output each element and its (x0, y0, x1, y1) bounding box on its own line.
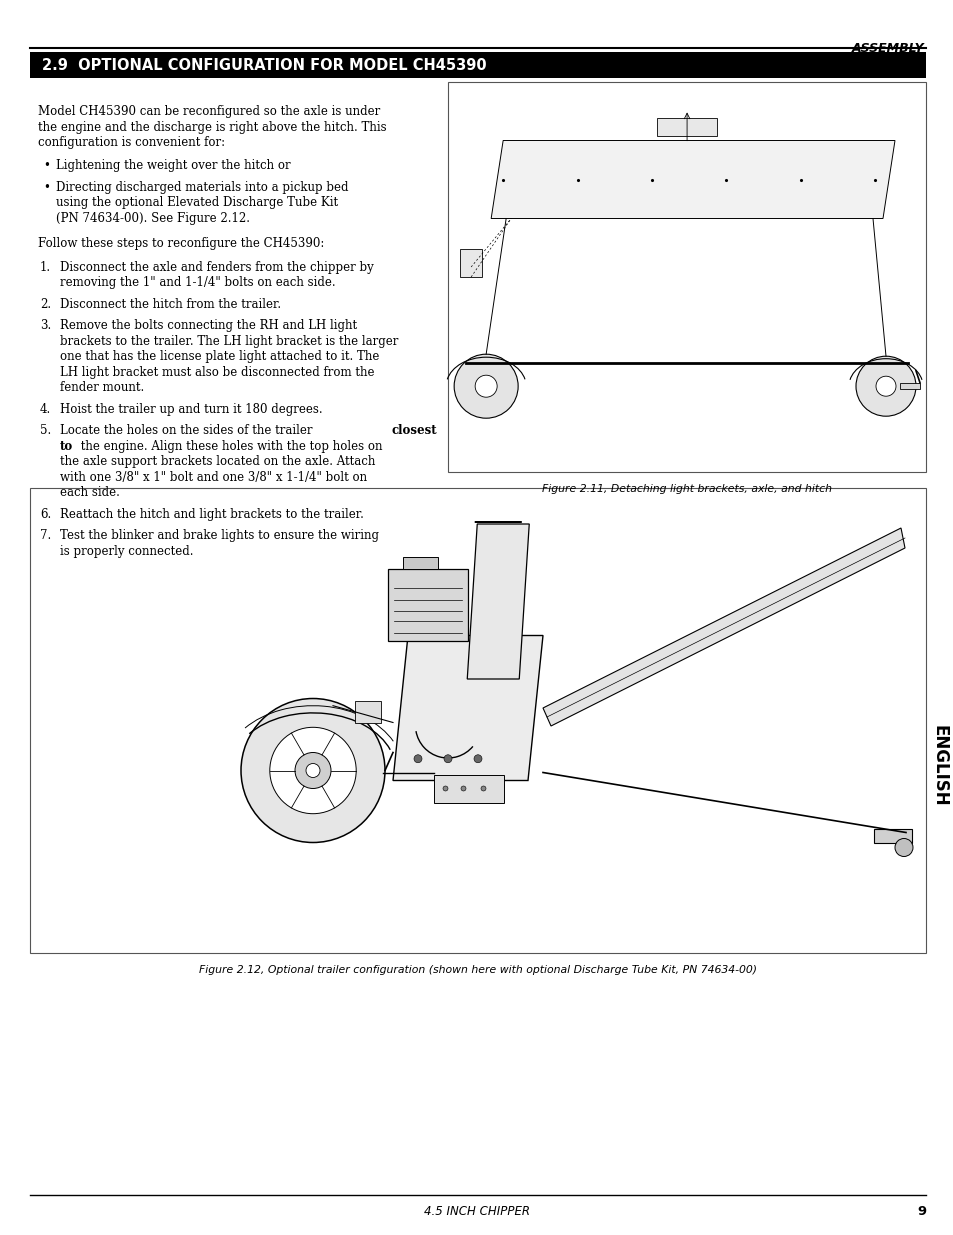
Circle shape (474, 755, 481, 763)
Text: Reattach the hitch and light brackets to the trailer.: Reattach the hitch and light brackets to… (60, 508, 363, 521)
Text: 4.5 INCH CHIPPER: 4.5 INCH CHIPPER (423, 1205, 530, 1218)
Bar (448, 82, 925, 472)
Text: LH light bracket must also be disconnected from the: LH light bracket must also be disconnect… (60, 366, 375, 379)
Circle shape (454, 354, 517, 419)
Text: ASSEMBLY: ASSEMBLY (850, 42, 923, 56)
Polygon shape (355, 700, 380, 722)
Text: Lightening the weight over the hitch or: Lightening the weight over the hitch or (56, 159, 291, 173)
Bar (433, 774, 503, 803)
Circle shape (270, 727, 355, 814)
Polygon shape (542, 529, 904, 726)
Text: one that has the license plate light attached to it. The: one that has the license plate light att… (60, 351, 379, 363)
Circle shape (460, 785, 465, 790)
Text: Figure 2.11, Detaching light brackets, axle, and hitch: Figure 2.11, Detaching light brackets, a… (541, 484, 831, 494)
Text: brackets to the trailer. The LH light bracket is the larger: brackets to the trailer. The LH light br… (60, 335, 398, 348)
Text: 6.: 6. (40, 508, 51, 521)
Bar (873, 829, 911, 842)
Text: 5.: 5. (40, 425, 51, 437)
Text: •: • (43, 159, 50, 173)
Text: Remove the bolts connecting the RH and LH light: Remove the bolts connecting the RH and L… (60, 320, 356, 332)
Polygon shape (393, 636, 542, 781)
Text: to: to (60, 440, 73, 453)
Polygon shape (491, 141, 894, 219)
Text: Test the blinker and brake lights to ensure the wiring: Test the blinker and brake lights to ens… (60, 530, 378, 542)
Text: closest: closest (392, 425, 437, 437)
Bar (30, 52, 925, 78)
Text: 1.: 1. (40, 261, 51, 274)
Text: Hoist the trailer up and turn it 180 degrees.: Hoist the trailer up and turn it 180 deg… (60, 403, 322, 416)
Text: •: • (43, 182, 50, 194)
Text: 7.: 7. (40, 530, 51, 542)
Circle shape (241, 699, 385, 842)
Text: 3.: 3. (40, 320, 51, 332)
Text: Disconnect the hitch from the trailer.: Disconnect the hitch from the trailer. (60, 298, 281, 311)
Bar (388, 568, 468, 641)
Text: the engine. Align these holes with the top holes on: the engine. Align these holes with the t… (77, 440, 382, 453)
Text: is properly connected.: is properly connected. (60, 545, 193, 558)
Text: Locate the holes on the sides of the trailer: Locate the holes on the sides of the tra… (60, 425, 315, 437)
Text: each side.: each side. (60, 487, 120, 499)
Circle shape (443, 755, 452, 763)
Text: Directing discharged materials into a pickup bed: Directing discharged materials into a pi… (56, 182, 348, 194)
Text: 2.9  OPTIONAL CONFIGURATION FOR MODEL CH45390: 2.9 OPTIONAL CONFIGURATION FOR MODEL CH4… (42, 58, 486, 73)
Circle shape (475, 375, 497, 398)
Text: removing the 1" and 1-1/4" bolts on each side.: removing the 1" and 1-1/4" bolts on each… (60, 277, 335, 289)
Circle shape (442, 785, 448, 790)
Text: fender mount.: fender mount. (60, 382, 144, 394)
Circle shape (894, 839, 912, 857)
Text: the axle support brackets located on the axle. Attach: the axle support brackets located on the… (60, 456, 375, 468)
Text: 4.: 4. (40, 403, 51, 416)
Bar (899, 383, 919, 389)
Text: 9: 9 (916, 1205, 925, 1218)
Bar (30, 488, 925, 953)
Circle shape (855, 356, 915, 416)
Text: with one 3/8" x 1" bolt and one 3/8" x 1-1/4" bolt on: with one 3/8" x 1" bolt and one 3/8" x 1… (60, 471, 367, 484)
Text: Disconnect the axle and fenders from the chipper by: Disconnect the axle and fenders from the… (60, 261, 374, 274)
Text: Model CH45390 can be reconfigured so the axle is under: Model CH45390 can be reconfigured so the… (38, 105, 380, 119)
Text: configuration is convenient for:: configuration is convenient for: (38, 136, 225, 149)
Text: ENGLISH: ENGLISH (930, 725, 948, 806)
Circle shape (294, 752, 331, 788)
Text: 2.: 2. (40, 298, 51, 311)
Text: Follow these steps to reconfigure the CH45390:: Follow these steps to reconfigure the CH… (38, 237, 324, 251)
Text: the engine and the discharge is right above the hitch. This: the engine and the discharge is right ab… (38, 121, 386, 133)
Bar (657, 117, 717, 136)
Text: Figure 2.12, Optional trailer configuration (shown here with optional Discharge : Figure 2.12, Optional trailer configurat… (199, 965, 757, 974)
Bar (402, 557, 437, 568)
Text: using the optional Elevated Discharge Tube Kit: using the optional Elevated Discharge Tu… (56, 196, 337, 210)
Text: (PN 74634-00). See Figure 2.12.: (PN 74634-00). See Figure 2.12. (56, 212, 250, 225)
Polygon shape (467, 524, 529, 679)
Bar (459, 249, 481, 277)
Circle shape (480, 785, 485, 790)
Circle shape (414, 755, 421, 763)
Circle shape (875, 377, 895, 396)
Circle shape (306, 763, 319, 778)
